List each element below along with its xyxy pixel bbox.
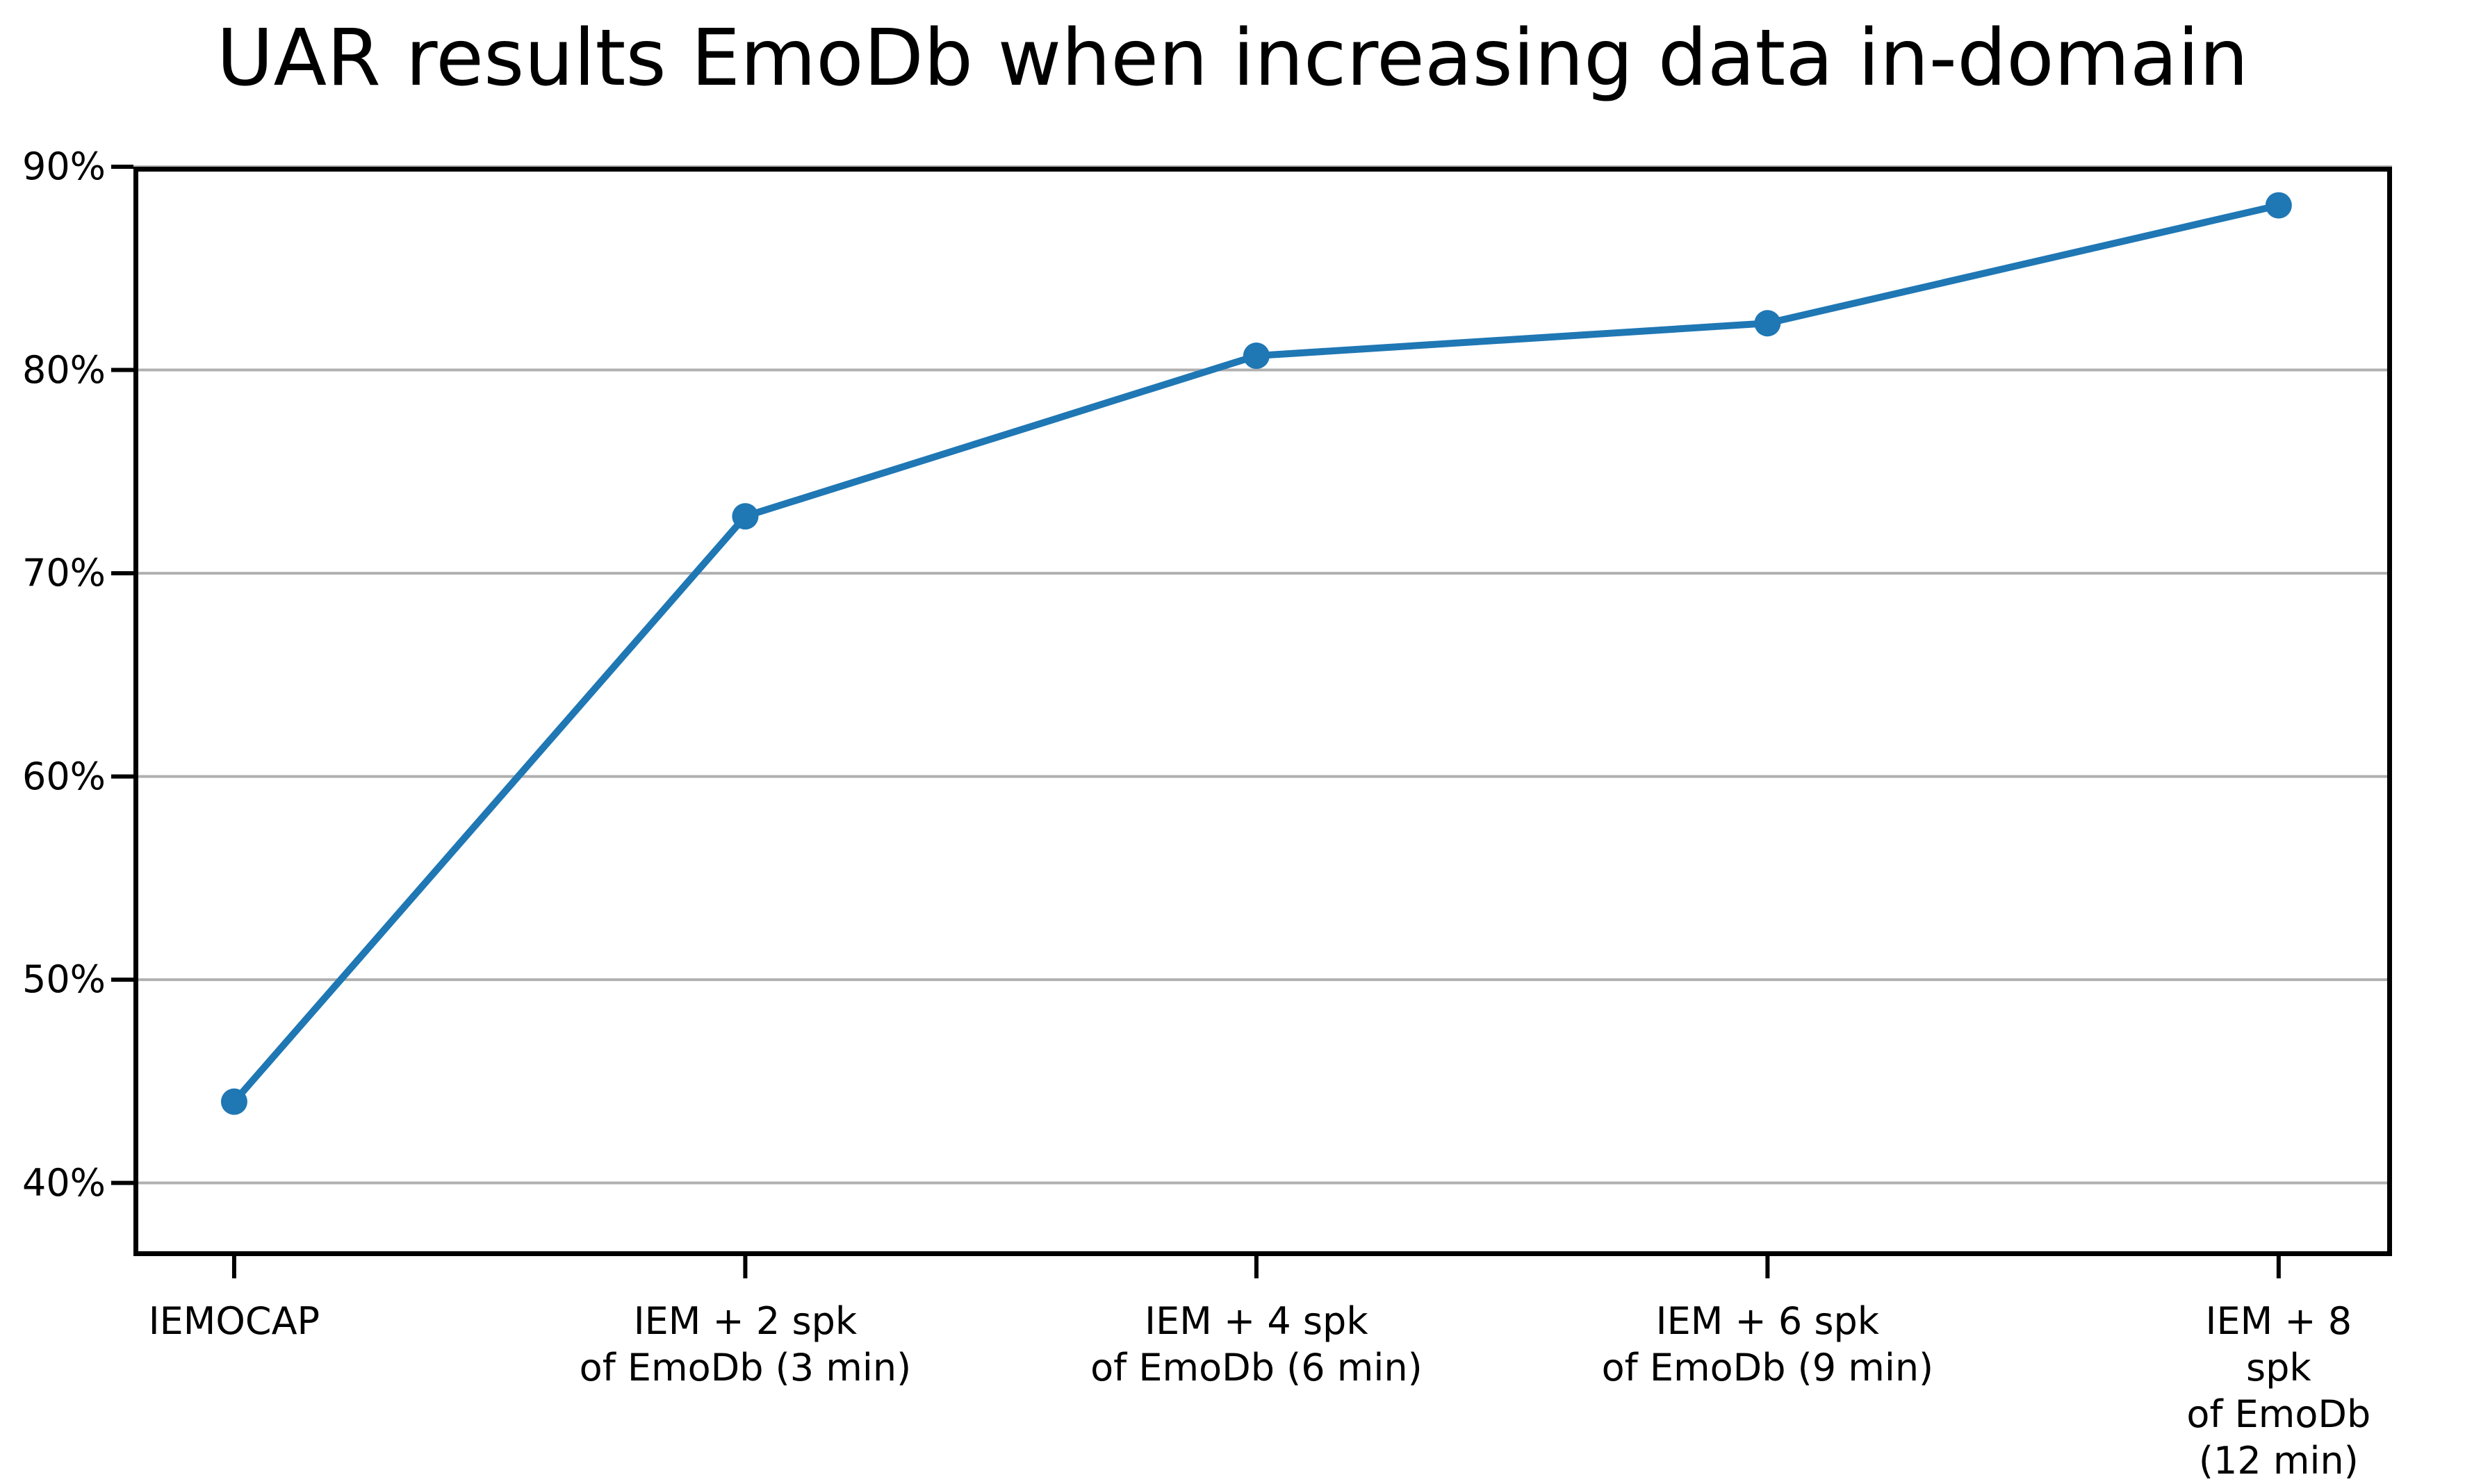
y-tick-label-70: 70% — [22, 551, 106, 595]
axes-spines — [133, 167, 2392, 1256]
y-tick-label-80: 80% — [22, 347, 106, 392]
y-tick-label-60: 60% — [22, 754, 106, 798]
data-point-2 — [1243, 343, 1270, 370]
x-tick-label-0: IEMOCAP — [148, 1299, 320, 1343]
data-point-1 — [732, 503, 759, 530]
x-tick-label-2: IEM + 4 spk of EmoDb (6 min) — [1090, 1299, 1423, 1390]
figure: UAR results EmoDb when increasing data i… — [22, 13, 2392, 1483]
x-tick-label-1: IEM + 2 spk of EmoDb (3 min) — [579, 1299, 912, 1390]
data-point-3 — [1754, 310, 1781, 337]
data-line-UAR — [231, 201, 2279, 1104]
x-tick-label-3: IEM + 6 spk of EmoDb (9 min) — [1601, 1299, 1934, 1390]
chart-title: UAR results EmoDb when increasing data i… — [216, 13, 2249, 104]
y-tick-label-40: 40% — [22, 1160, 106, 1205]
x-tick-label-4: IEM + 8 spk of EmoDb (12 min) — [2186, 1299, 2371, 1483]
plot-area — [111, 165, 2392, 1278]
y-tick-label-50: 50% — [22, 957, 106, 1002]
data-point-0 — [220, 1088, 247, 1115]
data-point-4 — [2265, 192, 2292, 219]
y-tick-label-90: 90% — [22, 145, 106, 188]
